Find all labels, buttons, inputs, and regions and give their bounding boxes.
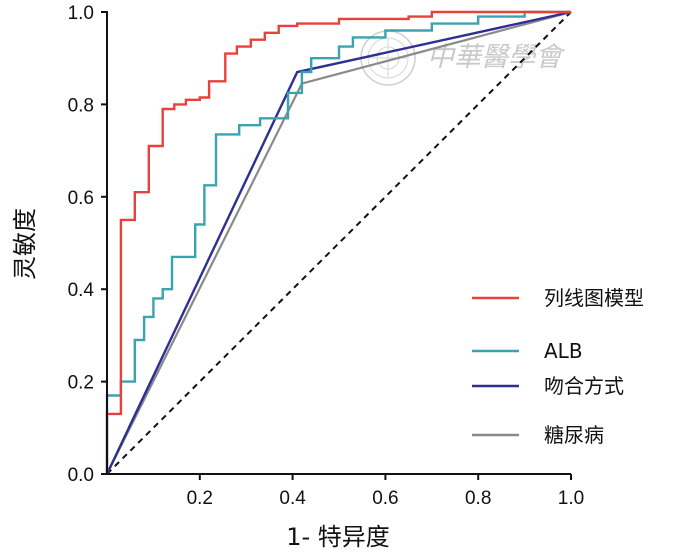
y-tick-label: 0.4: [68, 280, 95, 301]
watermark-seal-icon: [360, 30, 416, 86]
y-tick-label: 0.6: [68, 188, 94, 209]
x-tick-label: 1.0: [558, 488, 584, 509]
legend-label-1: 列线图模型: [544, 286, 644, 310]
reference-diagonal-line: [106, 11, 572, 475]
axes: [106, 11, 571, 475]
series-line-1: [105, 10, 571, 474]
y-tick-label: 0.8: [68, 95, 94, 116]
y-tick-label: 0.2: [68, 373, 94, 394]
watermark: 中華醫學會: [360, 30, 566, 86]
legend-label-4: 糖尿病: [544, 423, 604, 447]
y-tick-label: 0.0: [68, 465, 94, 486]
x-tick-label: 0.8: [465, 488, 491, 509]
x-tick-label: 0.6: [372, 488, 398, 509]
series-line-2: [105, 10, 571, 474]
watermark-text: 中華醫學會: [427, 42, 566, 73]
y-axis-title: 灵敏度: [11, 208, 39, 280]
series-layer: [105, 10, 572, 475]
legend-label-2: ALB: [544, 339, 583, 363]
y-tick-label: 1.0: [68, 3, 94, 24]
series-line-4: [106, 10, 572, 475]
tick-layer: 0.0 0.2 0.4 0.6 0.8 1.0 0.2 0.4 0.6 0.8 1.0: [68, 3, 585, 509]
reference-layer: [106, 11, 572, 475]
series-line-3: [105, 10, 572, 475]
legend-label-3: 吻合方式: [544, 374, 624, 398]
x-axis-title: 1- 特异度: [286, 523, 390, 551]
x-tick-label: 0.2: [187, 488, 213, 509]
x-tick-label: 0.4: [279, 488, 306, 509]
